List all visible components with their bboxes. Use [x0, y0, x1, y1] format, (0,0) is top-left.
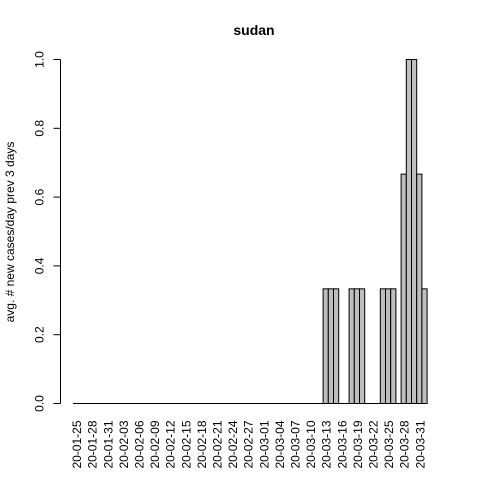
x-tick-label: 20-02-18	[195, 420, 209, 468]
x-tick-label: 20-03-16	[335, 420, 349, 468]
bar	[390, 288, 397, 404]
bar	[400, 173, 407, 404]
chart-title: sudan	[233, 22, 274, 38]
y-tick-label: 0.0	[33, 395, 47, 412]
bar	[353, 288, 360, 404]
x-tick-label: 20-03-22	[367, 420, 381, 468]
bar	[385, 288, 392, 404]
x-tick-label: 20-03-31	[413, 420, 427, 468]
x-tick-label: 20-01-25	[70, 420, 84, 468]
x-tick-label: 20-02-03	[117, 420, 131, 468]
bar	[359, 288, 366, 404]
x-tick-label: 20-03-28	[398, 420, 412, 468]
bar	[416, 173, 423, 404]
x-tick-label: 20-03-13	[320, 420, 334, 468]
x-tick-label: 20-03-10	[304, 420, 318, 468]
x-tick-label: 20-03-01	[257, 420, 271, 468]
x-tick-label: 20-02-06	[133, 420, 147, 468]
y-tick-label: 0.4	[33, 257, 47, 274]
x-tick-label: 20-03-04	[273, 420, 287, 468]
bar	[421, 288, 428, 404]
y-tick-label: 0.8	[33, 120, 47, 137]
y-axis: 0.0 0.2 0.4 0.6 0.8 1.0	[33, 51, 61, 412]
bars-group	[73, 59, 428, 405]
x-tick-label: 20-02-15	[179, 420, 193, 468]
x-tick-label: 20-02-27	[242, 420, 256, 468]
y-tick-label: 1.0	[33, 51, 47, 68]
x-tick-label: 20-02-09	[148, 420, 162, 468]
bar	[411, 59, 418, 404]
bar	[327, 288, 334, 404]
bar	[405, 59, 412, 404]
y-axis-label: avg. # new cases/day prev 3 days	[3, 142, 17, 323]
x-tick-label: 20-03-07	[289, 420, 303, 468]
x-tick-label: 20-02-12	[164, 420, 178, 468]
x-tick-label: 20-02-24	[226, 420, 240, 468]
bar	[379, 288, 386, 404]
x-tick-label: 20-03-25	[382, 420, 396, 468]
bar	[322, 288, 329, 404]
bar	[333, 288, 340, 404]
x-tick-label: 20-01-28	[86, 420, 100, 468]
x-axis: 20-01-25 20-01-28 20-01-31 20-02-03 20-02-06…	[70, 420, 427, 468]
x-tick-label: 20-01-31	[101, 420, 115, 468]
y-tick-label: 0.6	[33, 188, 47, 205]
x-tick-label: 20-03-19	[351, 420, 365, 468]
x-tick-label: 20-02-21	[211, 420, 225, 468]
bar	[348, 288, 355, 404]
y-tick-label: 0.2	[33, 326, 47, 343]
